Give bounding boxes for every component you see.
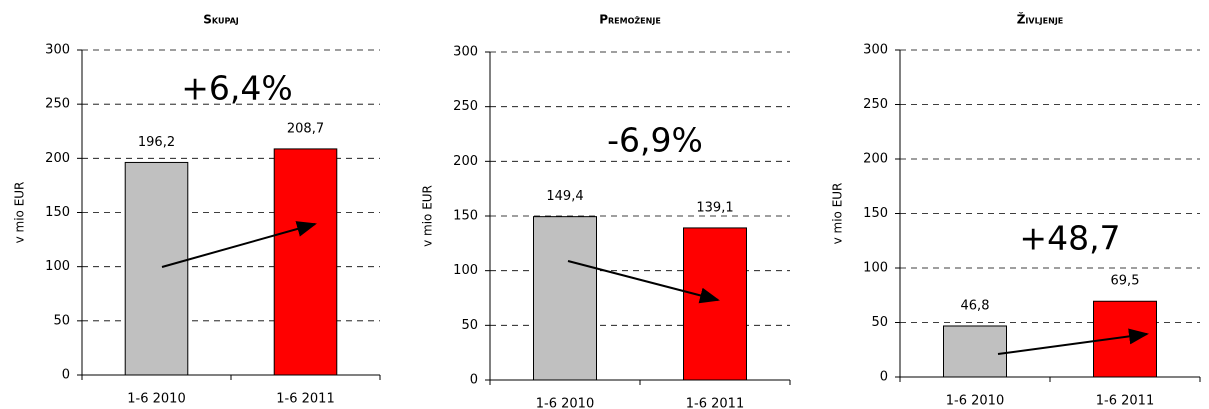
bar	[943, 325, 1007, 378]
y-tick-label: 150	[863, 206, 888, 221]
data-label: 69,5	[1111, 274, 1140, 289]
y-axis-label: v mio EUR	[13, 182, 27, 244]
bar	[124, 161, 189, 376]
y-tick-label: 150	[453, 209, 478, 224]
annotation: +48,7	[1019, 219, 1120, 258]
y-tick-label: 250	[453, 99, 478, 114]
data-label: 196,2	[138, 135, 175, 150]
y-tick-label: 250	[45, 97, 70, 112]
trend-arrow	[567, 260, 720, 304]
bar	[533, 216, 597, 381]
data-label: 208,7	[287, 121, 324, 136]
y-tick-label: 300	[863, 43, 888, 58]
y-tick-label: 50	[461, 318, 478, 333]
data-label: 149,4	[546, 189, 583, 204]
x-tick-label: 1-6 2010	[127, 392, 185, 407]
chart-title: Skupaj	[203, 13, 239, 27]
y-tick-label: 0	[62, 368, 70, 383]
chart-title: Življenje	[1017, 12, 1064, 27]
y-tick-label: 100	[45, 259, 70, 274]
annotation: +6,4%	[181, 69, 293, 108]
y-tick-label: 50	[871, 315, 888, 330]
y-axis-label: v mio EUR	[421, 185, 435, 247]
x-tick-label: 1-6 2011	[686, 397, 744, 409]
y-tick-label: 100	[453, 263, 478, 278]
y-tick-label: 200	[863, 152, 888, 167]
bar	[683, 227, 747, 381]
y-tick-label: 200	[453, 154, 478, 169]
x-tick-label: 1-6 2010	[536, 397, 594, 409]
bar	[273, 148, 338, 376]
chart-title: Premoženje	[599, 13, 661, 27]
y-tick-label: 150	[45, 205, 70, 220]
x-tick-label: 1-6 2011	[276, 392, 334, 407]
y-axis-label: v mio EUR	[831, 183, 845, 245]
annotation: -6,9%	[607, 121, 703, 160]
y-tick-label: 300	[45, 43, 70, 58]
data-label: 139,1	[696, 200, 733, 215]
y-tick-label: 300	[453, 45, 478, 60]
trend-arrow	[161, 221, 317, 268]
y-tick-label: 0	[470, 373, 478, 388]
data-label: 46,8	[961, 298, 990, 313]
y-tick-label: 0	[880, 370, 888, 385]
x-tick-label: 1-6 2011	[1096, 394, 1154, 409]
y-tick-label: 100	[863, 261, 888, 276]
trend-arrow	[997, 328, 1149, 355]
y-tick-label: 50	[53, 313, 70, 328]
y-tick-label: 250	[863, 97, 888, 112]
y-tick-label: 200	[45, 151, 70, 166]
x-tick-label: 1-6 2010	[946, 394, 1004, 409]
